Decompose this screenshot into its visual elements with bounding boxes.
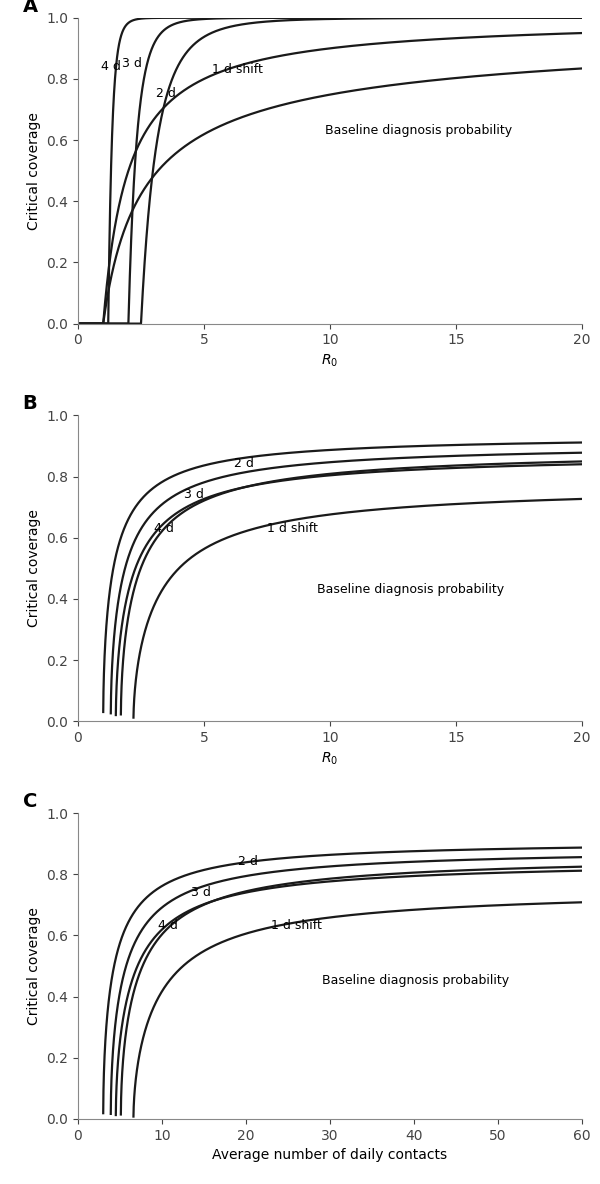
Text: 3 d: 3 d xyxy=(191,886,211,899)
Y-axis label: Critical coverage: Critical coverage xyxy=(27,907,41,1025)
Text: Baseline diagnosis probability: Baseline diagnosis probability xyxy=(325,124,512,137)
Text: 1 d shift: 1 d shift xyxy=(212,63,262,76)
Text: 2 d: 2 d xyxy=(234,457,254,470)
Text: 1 d shift: 1 d shift xyxy=(267,522,318,535)
Y-axis label: Critical coverage: Critical coverage xyxy=(27,111,41,230)
Text: C: C xyxy=(23,792,37,811)
Text: 2 d: 2 d xyxy=(238,855,257,868)
Y-axis label: Critical coverage: Critical coverage xyxy=(27,509,41,628)
Text: 4 d: 4 d xyxy=(158,919,178,932)
Text: 3 d: 3 d xyxy=(184,488,204,501)
Text: Baseline diagnosis probability: Baseline diagnosis probability xyxy=(322,974,509,987)
Text: 4 d: 4 d xyxy=(101,59,121,72)
Text: 2 d: 2 d xyxy=(156,88,176,101)
X-axis label: $R_0$: $R_0$ xyxy=(322,751,338,767)
Text: A: A xyxy=(23,0,38,15)
X-axis label: Average number of daily contacts: Average number of daily contacts xyxy=(212,1148,448,1163)
Text: 4 d: 4 d xyxy=(154,522,173,535)
Text: B: B xyxy=(23,394,37,413)
Text: Baseline diagnosis probability: Baseline diagnosis probability xyxy=(317,583,505,596)
X-axis label: $R_0$: $R_0$ xyxy=(322,353,338,369)
Text: 3 d: 3 d xyxy=(122,57,142,70)
Text: 1 d shift: 1 d shift xyxy=(271,919,322,932)
